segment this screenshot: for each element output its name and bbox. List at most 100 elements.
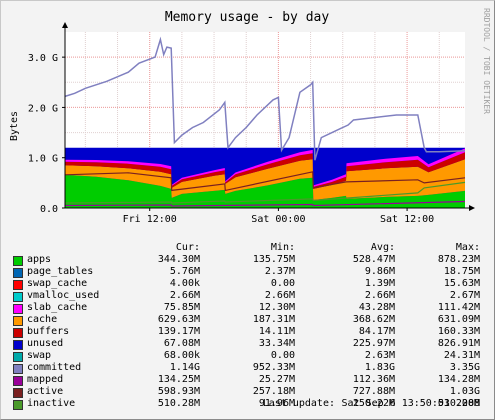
legend-row-slab-cache: slab_cache 75.85M 12.30M 43.28M 111.42M bbox=[0, 302, 495, 314]
x-tick-label: Sat 12:00 bbox=[380, 214, 434, 225]
y-tick-label: 0.0 bbox=[40, 204, 58, 215]
legend-row-active: active 598.93M 257.18M 727.88M 1.03G bbox=[0, 386, 495, 398]
legend-cur-value: 67.08M bbox=[163, 338, 200, 349]
legend-row-swap-cache: swap_cache 4.00k 0.00 1.39M 15.63M bbox=[0, 278, 495, 290]
legend-avg-value: 528.47M bbox=[352, 254, 395, 265]
legend-label: buffers bbox=[27, 326, 70, 337]
legend-avg-value: 2.63M bbox=[364, 350, 395, 361]
x-tick-labels: Fri 12:00 Sat 00:00 Sat 12:00 bbox=[123, 208, 434, 225]
memory-chart: Memory usage - by day Bytes RRDTOOL / TO… bbox=[9, 8, 491, 225]
legend-header-avg: Avg: bbox=[370, 242, 395, 253]
legend-cur-value: 629.63M bbox=[157, 314, 200, 325]
legend-label: cache bbox=[27, 314, 58, 325]
y-tick-label: 1.0 G bbox=[28, 154, 58, 165]
legend-cur-value: 598.93M bbox=[157, 386, 200, 397]
legend-header-cur: Cur: bbox=[175, 242, 200, 253]
legend-max-value: 15.63M bbox=[443, 278, 480, 289]
legend-swatch bbox=[13, 400, 23, 410]
legend-avg-value: 9.86M bbox=[364, 266, 395, 277]
legend-swatch bbox=[13, 364, 23, 374]
y-axis-label: Bytes bbox=[9, 111, 20, 141]
legend-swatch bbox=[13, 340, 23, 350]
legend-swatch bbox=[13, 388, 23, 398]
legend-row-buffers: buffers 139.17M 14.11M 84.17M 160.33M bbox=[0, 326, 495, 338]
line-inactive bbox=[64, 181, 466, 204]
legend-avg-value: 225.97M bbox=[352, 338, 395, 349]
legend-max-value: 18.75M bbox=[443, 266, 480, 277]
legend-avg-value: 368.62M bbox=[352, 314, 395, 325]
legend-row-swap: swap 68.00k 0.00 2.63M 24.31M bbox=[0, 350, 495, 362]
legend-avg-value: 1.39M bbox=[364, 278, 395, 289]
legend-header-max: Max: bbox=[455, 242, 480, 253]
legend-avg-value: 84.17M bbox=[358, 326, 395, 337]
legend-max-value: 3.35G bbox=[449, 362, 480, 373]
legend-avg-value: 1.83G bbox=[364, 362, 395, 373]
legend-cur-value: 134.25M bbox=[157, 374, 200, 385]
legend-label: swap bbox=[27, 350, 52, 361]
last-update: Last update: Sat Sep 6 13:50:03 2008 bbox=[0, 398, 495, 410]
legend-min-value: 187.31M bbox=[252, 314, 295, 325]
legend-swatch bbox=[13, 268, 23, 278]
legend-label: committed bbox=[27, 362, 82, 373]
legend-cur-value: 510.28M bbox=[157, 398, 200, 409]
area-cache bbox=[65, 159, 465, 200]
legend-label: page_tables bbox=[27, 266, 94, 277]
legend-swatch bbox=[13, 256, 23, 266]
y-tick-label: 2.0 G bbox=[28, 103, 58, 114]
legend-row-inactive: inactive 510.28M 91.96M 250.22M 510.28M bbox=[0, 398, 495, 410]
legend-label: active bbox=[27, 386, 64, 397]
legend-max-value: 134.28M bbox=[437, 374, 480, 385]
legend-min-value: 12.30M bbox=[258, 302, 295, 313]
legend-max-value: 510.28M bbox=[437, 398, 480, 409]
legend-swatch bbox=[13, 376, 23, 386]
legend-swatch bbox=[13, 352, 23, 362]
legend-row-unused: unused 67.08M 33.34M 225.97M 826.91M bbox=[0, 338, 495, 350]
line-active bbox=[64, 171, 466, 192]
legend-header: Cur: Min: Avg: Max: bbox=[0, 242, 495, 254]
legend-swatch bbox=[13, 328, 23, 338]
legend-cur-value: 139.17M bbox=[157, 326, 200, 337]
legend-min-value: 257.18M bbox=[252, 386, 295, 397]
chart-title: Memory usage - by day bbox=[165, 10, 330, 25]
x-tick-label: Sat 00:00 bbox=[251, 214, 305, 225]
legend-label: unused bbox=[27, 338, 64, 349]
legend-label: vmalloc_used bbox=[27, 290, 100, 301]
legend-min-value: 0.00 bbox=[270, 350, 295, 361]
x-axis-arrow bbox=[469, 205, 475, 211]
legend-max-value: 24.31M bbox=[443, 350, 480, 361]
legend-max-value: 2.67M bbox=[449, 290, 480, 301]
legend-max-value: 878.23M bbox=[437, 254, 480, 265]
legend-avg-value: 2.66M bbox=[364, 290, 395, 301]
legend-row-page-tables: page_tables 5.76M 2.37M 9.86M 18.75M bbox=[0, 266, 495, 278]
legend-avg-value: 250.22M bbox=[352, 398, 395, 409]
stacked-areas bbox=[65, 147, 465, 208]
legend-min-value: 91.96M bbox=[258, 398, 295, 409]
legend-row-committed: committed 1.14G 952.33M 1.83G 3.35G bbox=[0, 362, 495, 374]
overlay-lines bbox=[64, 36, 466, 207]
legend-min-value: 2.37M bbox=[264, 266, 295, 277]
legend-max-value: 631.09M bbox=[437, 314, 480, 325]
legend-min-value: 14.11M bbox=[258, 326, 295, 337]
legend-cur-value: 68.00k bbox=[163, 350, 200, 361]
line-mapped bbox=[64, 200, 466, 207]
area-apps bbox=[65, 174, 465, 208]
legend-max-value: 160.33M bbox=[437, 326, 480, 337]
legend-label: slab_cache bbox=[27, 302, 88, 313]
legend-cur-value: 5.76M bbox=[169, 266, 200, 277]
axes bbox=[62, 22, 475, 211]
legend-swatch bbox=[13, 280, 23, 290]
legend-swatch bbox=[13, 316, 23, 326]
legend-avg-value: 727.88M bbox=[352, 386, 395, 397]
legend-min-value: 33.34M bbox=[258, 338, 295, 349]
legend-label: apps bbox=[27, 254, 52, 265]
legend-min-value: 2.66M bbox=[264, 290, 295, 301]
legend-max-value: 1.03G bbox=[449, 386, 480, 397]
x-tick-label: Fri 12:00 bbox=[123, 214, 177, 225]
legend-cur-value: 4.00k bbox=[169, 278, 200, 289]
legend-row-vmalloc-used: vmalloc_used 2.66M 2.66M 2.66M 2.67M bbox=[0, 290, 495, 302]
legend-min-value: 135.75M bbox=[252, 254, 295, 265]
legend-cur-value: 1.14G bbox=[169, 362, 200, 373]
legend-row-apps: apps 344.30M 135.75M 528.47M 878.23M bbox=[0, 254, 495, 266]
y-tick-labels: 0.0 1.0 G 2.0 G 3.0 G bbox=[28, 53, 65, 215]
last-update-value: Sat Sep 6 13:50:03 2008 bbox=[341, 398, 480, 409]
